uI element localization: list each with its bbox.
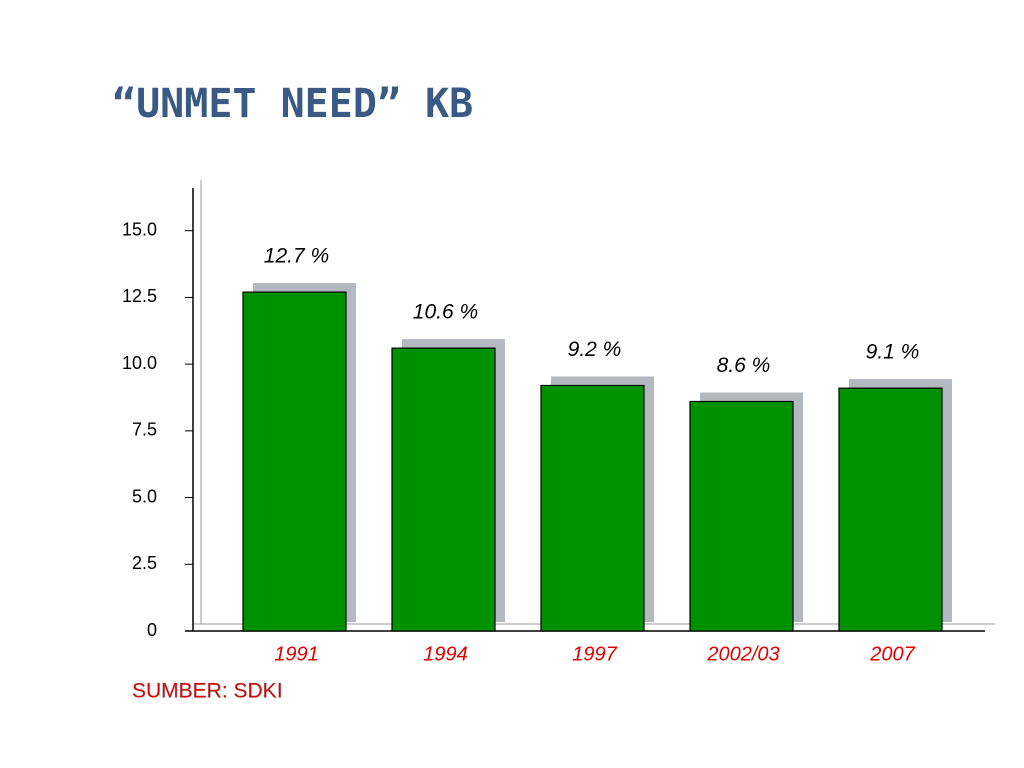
chart-title: “UNMET NEED” KB bbox=[112, 81, 473, 127]
source: SUMBER: SDKI bbox=[132, 680, 283, 703]
y-tick-label: 15.0 bbox=[122, 219, 157, 239]
bar bbox=[689, 400, 794, 632]
x-tick-label: 1991 bbox=[274, 643, 319, 665]
y-tick-label: 2.5 bbox=[132, 553, 157, 573]
x-tick-label: 2002/03 bbox=[706, 643, 779, 665]
bar bbox=[391, 347, 496, 632]
y-tick-label: 7.5 bbox=[132, 420, 157, 440]
value-label: 10.6 % bbox=[413, 301, 478, 324]
value-label: 9.2 % bbox=[568, 338, 622, 361]
y-tick-label: 5.0 bbox=[132, 486, 157, 506]
value-label: 8.6 % bbox=[717, 354, 771, 377]
x-tick-label: 2007 bbox=[869, 643, 915, 665]
value-label: 12.7 % bbox=[264, 245, 329, 268]
y-tick-label: 0 bbox=[147, 620, 157, 640]
y-tick-label: 10.0 bbox=[122, 353, 157, 373]
bar bbox=[540, 384, 645, 632]
y-tick-label: 12.5 bbox=[122, 286, 157, 306]
bar bbox=[838, 387, 943, 632]
value-label: 9.1 % bbox=[866, 341, 920, 364]
x-tick-label: 1997 bbox=[572, 643, 617, 665]
x-tick-label: 1994 bbox=[423, 643, 468, 665]
bar bbox=[242, 291, 347, 632]
